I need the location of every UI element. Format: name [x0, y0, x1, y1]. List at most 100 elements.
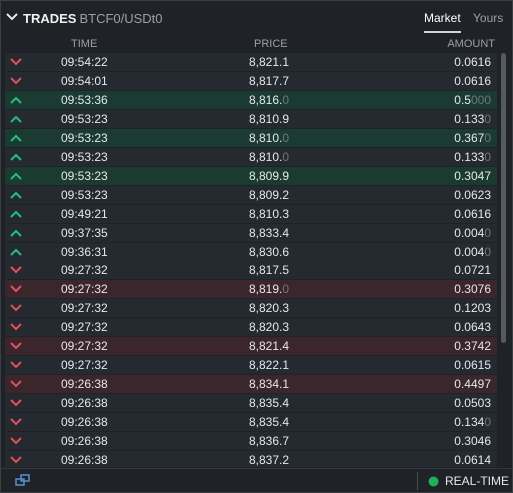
status-label: REAL-TIME: [445, 474, 510, 488]
price: 8,820.3: [249, 320, 290, 335]
trade-row: 09:26:38 8,837.2 0.0614: [5, 450, 497, 467]
trade-row: 09:26:38 8,836.7 0.3046: [5, 432, 497, 450]
amount: 0.1330: [454, 149, 491, 164]
time: 09:27:32: [61, 320, 108, 335]
scrollbar[interactable]: [501, 53, 506, 343]
column-header[interactable]: PRICE: [254, 38, 288, 50]
price: 8,810.0: [249, 149, 290, 164]
time: 09:26:38: [61, 377, 108, 392]
price: 8,821.1: [249, 55, 290, 69]
trade-row: 09:53:23 8,810.0 0.1330: [5, 147, 497, 166]
price: 8,836.7: [249, 434, 290, 448]
trade-row: 09:54:22 8,821.1 0.0616: [5, 53, 497, 71]
down-arrow: [10, 342, 22, 350]
trade-row: 09:27:32 8,817.5 0.0721: [5, 261, 497, 280]
time: 09:53:23: [61, 149, 108, 164]
time: 09:27:32: [61, 358, 108, 373]
price: 8,809.9: [249, 168, 290, 183]
price: 8,834.1: [249, 377, 290, 392]
amount: 0.3670: [454, 130, 491, 145]
time: 09:27:32: [61, 282, 108, 297]
amount: 0.0040: [454, 244, 491, 259]
amount: 0.3047: [454, 168, 491, 183]
down-arrow: [10, 323, 22, 331]
tab[interactable]: Market: [424, 11, 461, 33]
down-arrow: [10, 399, 22, 407]
price: 8,821.4: [249, 339, 290, 354]
up-arrow: [10, 153, 22, 161]
time: 09:26:38: [61, 434, 108, 448]
amount: 0.3742: [454, 339, 491, 354]
time: 09:26:38: [61, 396, 108, 411]
trade-row: 09:53:36 8,816.0 0.5000: [5, 90, 497, 109]
time: 09:53:36: [61, 92, 108, 107]
down-arrow: [10, 304, 22, 312]
trade-row: 09:54:01 8,817.7 0.0616: [5, 71, 497, 90]
amount: 0.0614: [454, 452, 491, 467]
header: TRADES BTCF0/USDt0 Market Yours: [1, 1, 512, 35]
column-headers: TIME PRICE AMOUNT: [1, 37, 512, 52]
trade-row: 09:49:21 8,810.3 0.0616: [5, 204, 497, 223]
column-header[interactable]: AMOUNT: [447, 38, 495, 50]
down-arrow: [10, 437, 22, 445]
price: 8,830.6: [249, 244, 290, 259]
footer: REAL-TIME: [1, 468, 512, 493]
column-header[interactable]: TIME: [71, 38, 98, 50]
trade-row: 09:53:23 8,809.2 0.0623: [5, 185, 497, 204]
price: 8,810.3: [249, 206, 290, 221]
down-arrow: [10, 380, 22, 388]
amount: 0.3076: [454, 282, 491, 297]
down-arrow: [10, 58, 22, 66]
tab[interactable]: Yours: [473, 11, 504, 25]
time: 09:54:01: [61, 73, 108, 88]
price: 8,822.1: [249, 358, 290, 373]
status-dot: [428, 476, 439, 487]
down-arrow: [10, 361, 22, 369]
up-arrow: [10, 96, 22, 104]
price: 8,810.0: [249, 130, 290, 145]
amount: 0.5000: [454, 92, 491, 107]
trade-row: 09:27:32 8,820.3 0.1203: [5, 299, 497, 318]
amount: 0.1340: [454, 415, 491, 430]
trade-row: 09:36:31 8,830.6 0.0040: [5, 242, 497, 261]
trade-row: 09:27:32 8,819.0 0.3076: [5, 280, 497, 299]
amount: 0.4497: [454, 377, 491, 392]
amount: 0.0503: [454, 396, 491, 411]
time: 09:54:22: [61, 55, 108, 69]
window-icon[interactable]: [15, 474, 31, 487]
amount: 0.0616: [454, 73, 491, 88]
up-arrow: [10, 229, 22, 237]
down-arrow: [10, 456, 22, 464]
trade-row: 09:26:38 8,834.1 0.4497: [5, 375, 497, 394]
price: 8,833.4: [249, 225, 290, 240]
up-arrow: [10, 210, 22, 218]
price: 8,810.9: [249, 111, 290, 126]
time: 09:53:23: [61, 111, 108, 126]
time: 09:26:38: [61, 452, 108, 467]
trade-row: 09:53:23 8,809.9 0.3047: [5, 166, 497, 185]
price: 8,817.5: [249, 263, 290, 278]
up-arrow: [10, 115, 22, 123]
amount: 0.0623: [454, 187, 491, 202]
collapse-icon[interactable]: [5, 12, 19, 22]
amount: 0.1203: [454, 301, 491, 316]
price: 8,835.4: [249, 415, 290, 430]
up-arrow: [10, 248, 22, 256]
time: 09:26:38: [61, 415, 108, 430]
up-arrow: [10, 134, 22, 142]
trade-row: 09:53:23 8,810.0 0.3670: [5, 128, 497, 147]
title: TRADES BTCF0/USDt0: [23, 11, 163, 26]
amount: 0.0721: [454, 263, 491, 278]
trade-row: 09:27:32 8,822.1 0.0615: [5, 356, 497, 375]
amount: 0.0616: [454, 206, 491, 221]
amount: 0.0040: [454, 225, 491, 240]
time: 09:27:32: [61, 263, 108, 278]
time: 09:27:32: [61, 301, 108, 316]
time: 09:36:31: [61, 244, 108, 259]
price: 8,817.7: [249, 73, 290, 88]
trade-row: 09:53:23 8,810.9 0.1330: [5, 109, 497, 128]
down-arrow: [10, 418, 22, 426]
amount: 0.1330: [454, 111, 491, 126]
time: 09:27:32: [61, 339, 108, 354]
time: 09:53:23: [61, 187, 108, 202]
